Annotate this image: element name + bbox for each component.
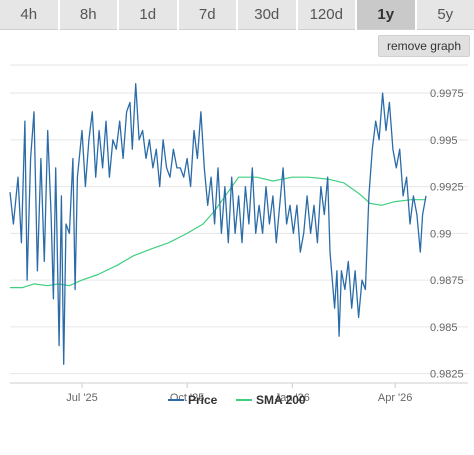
range-tab-1d[interactable]: 1d [119,0,177,30]
chart-legend[interactable]: Price SMA 200 [168,393,306,407]
y-tick-label: 0.985 [430,322,458,334]
range-tab-120d[interactable]: 120d [297,0,355,30]
range-tab-4h[interactable]: 4h [0,0,58,30]
range-tab-8h[interactable]: 8h [59,0,117,30]
x-tick-label: Apr '26 [378,392,413,404]
y-tick-label: 0.9975 [430,88,464,100]
x-tick-label: Jul '25 [66,392,97,404]
range-tab-1y[interactable]: 1y [357,0,415,30]
y-axis-labels: 0.9825 0.985 0.9875 0.99 0.9925 0.995 0.9975 [430,88,464,381]
range-tab-30d[interactable]: 30d [238,0,296,30]
time-range-tabs: 4h 8h 1d 7d 30d 120d 1y 5y [0,0,474,30]
sma-200-series-line [10,176,426,289]
x-tick-label: Jan '26 [275,392,310,404]
y-tick-label: 0.9875 [430,275,464,287]
y-tick-label: 0.99 [430,228,451,240]
price-chart: 0.9825 0.985 0.9875 0.99 0.9925 0.995 0.9975 J… [9,64,468,407]
remove-graph-button[interactable]: remove graph [377,35,470,57]
series-lines [9,83,427,365]
y-tick-label: 0.995 [430,135,458,147]
y-tick-label: 0.9825 [430,369,464,381]
grid-lines [10,64,468,384]
legend-label-sma-200: SMA 200 [256,393,306,407]
y-tick-label: 0.9925 [430,182,464,194]
range-tab-5y[interactable]: 5y [416,0,474,30]
legend-label-price: Price [188,393,218,407]
price-series-line [9,83,427,365]
range-tab-7d[interactable]: 7d [178,0,236,30]
